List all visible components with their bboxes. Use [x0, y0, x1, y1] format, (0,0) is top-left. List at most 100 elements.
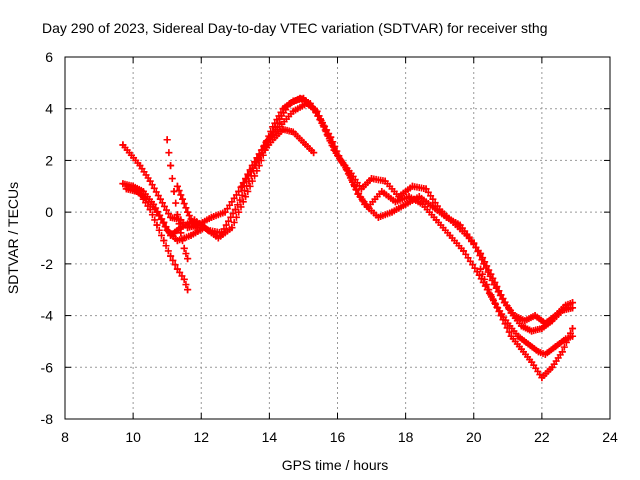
data-point: [286, 100, 294, 108]
data-point: [569, 304, 577, 312]
data-point: [177, 216, 185, 224]
x-tick-label: 22: [534, 429, 550, 445]
series-track-6: [173, 182, 202, 234]
data-point: [235, 187, 243, 195]
data-point: [528, 358, 536, 366]
data-point: [228, 224, 236, 232]
data-point: [214, 234, 222, 242]
x-tick-label: 10: [125, 429, 141, 445]
data-point: [436, 206, 444, 214]
y-tick-label: 6: [45, 49, 53, 65]
data-point: [279, 125, 287, 133]
data-point: [548, 317, 556, 325]
data-point: [146, 206, 154, 214]
x-tick-label: 16: [330, 429, 346, 445]
data-point: [242, 193, 250, 201]
data-point: [524, 340, 532, 348]
series-track-2: [122, 94, 577, 335]
y-tick-label: -2: [41, 256, 54, 272]
x-tick-label: 20: [466, 429, 482, 445]
data-point: [122, 185, 130, 193]
data-point: [189, 218, 197, 226]
x-tick-label: 8: [61, 429, 69, 445]
data-point: [296, 94, 304, 102]
data-point: [419, 200, 427, 208]
data-point: [517, 345, 525, 353]
data-point: [460, 247, 468, 255]
data-point: [127, 151, 135, 159]
data-point: [507, 332, 515, 340]
y-tick-label: 0: [45, 204, 53, 220]
data-point: [187, 231, 195, 239]
data-point: [153, 221, 161, 229]
data-point: [432, 216, 440, 224]
data-point: [517, 322, 525, 330]
x-axis-label: GPS time / hours: [282, 457, 389, 473]
data-point: [201, 224, 209, 232]
data-point: [487, 291, 495, 299]
data-point: [449, 218, 457, 226]
data-point: [531, 312, 539, 320]
data-point: [487, 270, 495, 278]
data-point: [180, 244, 188, 252]
data-point: [405, 193, 413, 201]
data-point: [179, 195, 187, 203]
data-point: [184, 224, 192, 232]
data-point: [167, 252, 175, 260]
data-point: [538, 325, 546, 332]
data-point: [402, 200, 410, 208]
data-point: [207, 213, 215, 221]
data-point: [541, 350, 549, 358]
data-point: [184, 255, 192, 263]
data-point: [497, 291, 505, 299]
series-track-5: [163, 136, 192, 263]
x-tick-label: 24: [602, 429, 618, 445]
data-point: [238, 182, 246, 190]
data-point: [221, 208, 229, 216]
y-tick-label: 2: [45, 152, 53, 168]
series-track-8: [477, 265, 577, 382]
y-tick-label: -8: [41, 411, 54, 427]
data-point: [167, 162, 175, 170]
data-point: [391, 198, 399, 206]
data-point: [177, 229, 185, 237]
data-point: [521, 317, 529, 325]
data-point: [173, 182, 181, 190]
data-point: [163, 226, 171, 234]
x-tick-label: 14: [262, 429, 278, 445]
data-point: [463, 231, 471, 239]
data-point: [477, 265, 485, 273]
data-point: [368, 175, 376, 183]
data-point: [497, 312, 505, 320]
series-layer: [119, 94, 577, 382]
y-axis-label: SDTVAR / TECUs: [5, 182, 21, 294]
data-point: [534, 348, 542, 356]
data-point: [323, 131, 331, 139]
data-point: [313, 107, 321, 115]
y-tick-label: -4: [41, 308, 54, 324]
data-point: [160, 237, 168, 245]
data-point: [552, 343, 559, 351]
data-point: [289, 128, 297, 136]
data-point: [364, 203, 372, 211]
data-point: [374, 213, 382, 221]
data-point: [344, 167, 352, 175]
x-tick-label: 18: [398, 429, 414, 445]
data-point: [180, 275, 188, 283]
data-point: [248, 164, 256, 172]
series-track-4: [139, 195, 192, 294]
data-point: [429, 203, 437, 211]
data-point: [378, 187, 386, 195]
y-tick-label: -6: [41, 359, 54, 375]
data-point: [354, 190, 362, 198]
data-point: [170, 187, 178, 195]
data-point: [153, 208, 161, 216]
y-tick-label: 4: [45, 101, 53, 117]
data-point: [446, 231, 454, 239]
data-point: [558, 306, 566, 314]
data-point: [194, 226, 202, 234]
data-point: [310, 149, 318, 157]
data-point: [334, 151, 341, 159]
data-point: [569, 325, 577, 332]
